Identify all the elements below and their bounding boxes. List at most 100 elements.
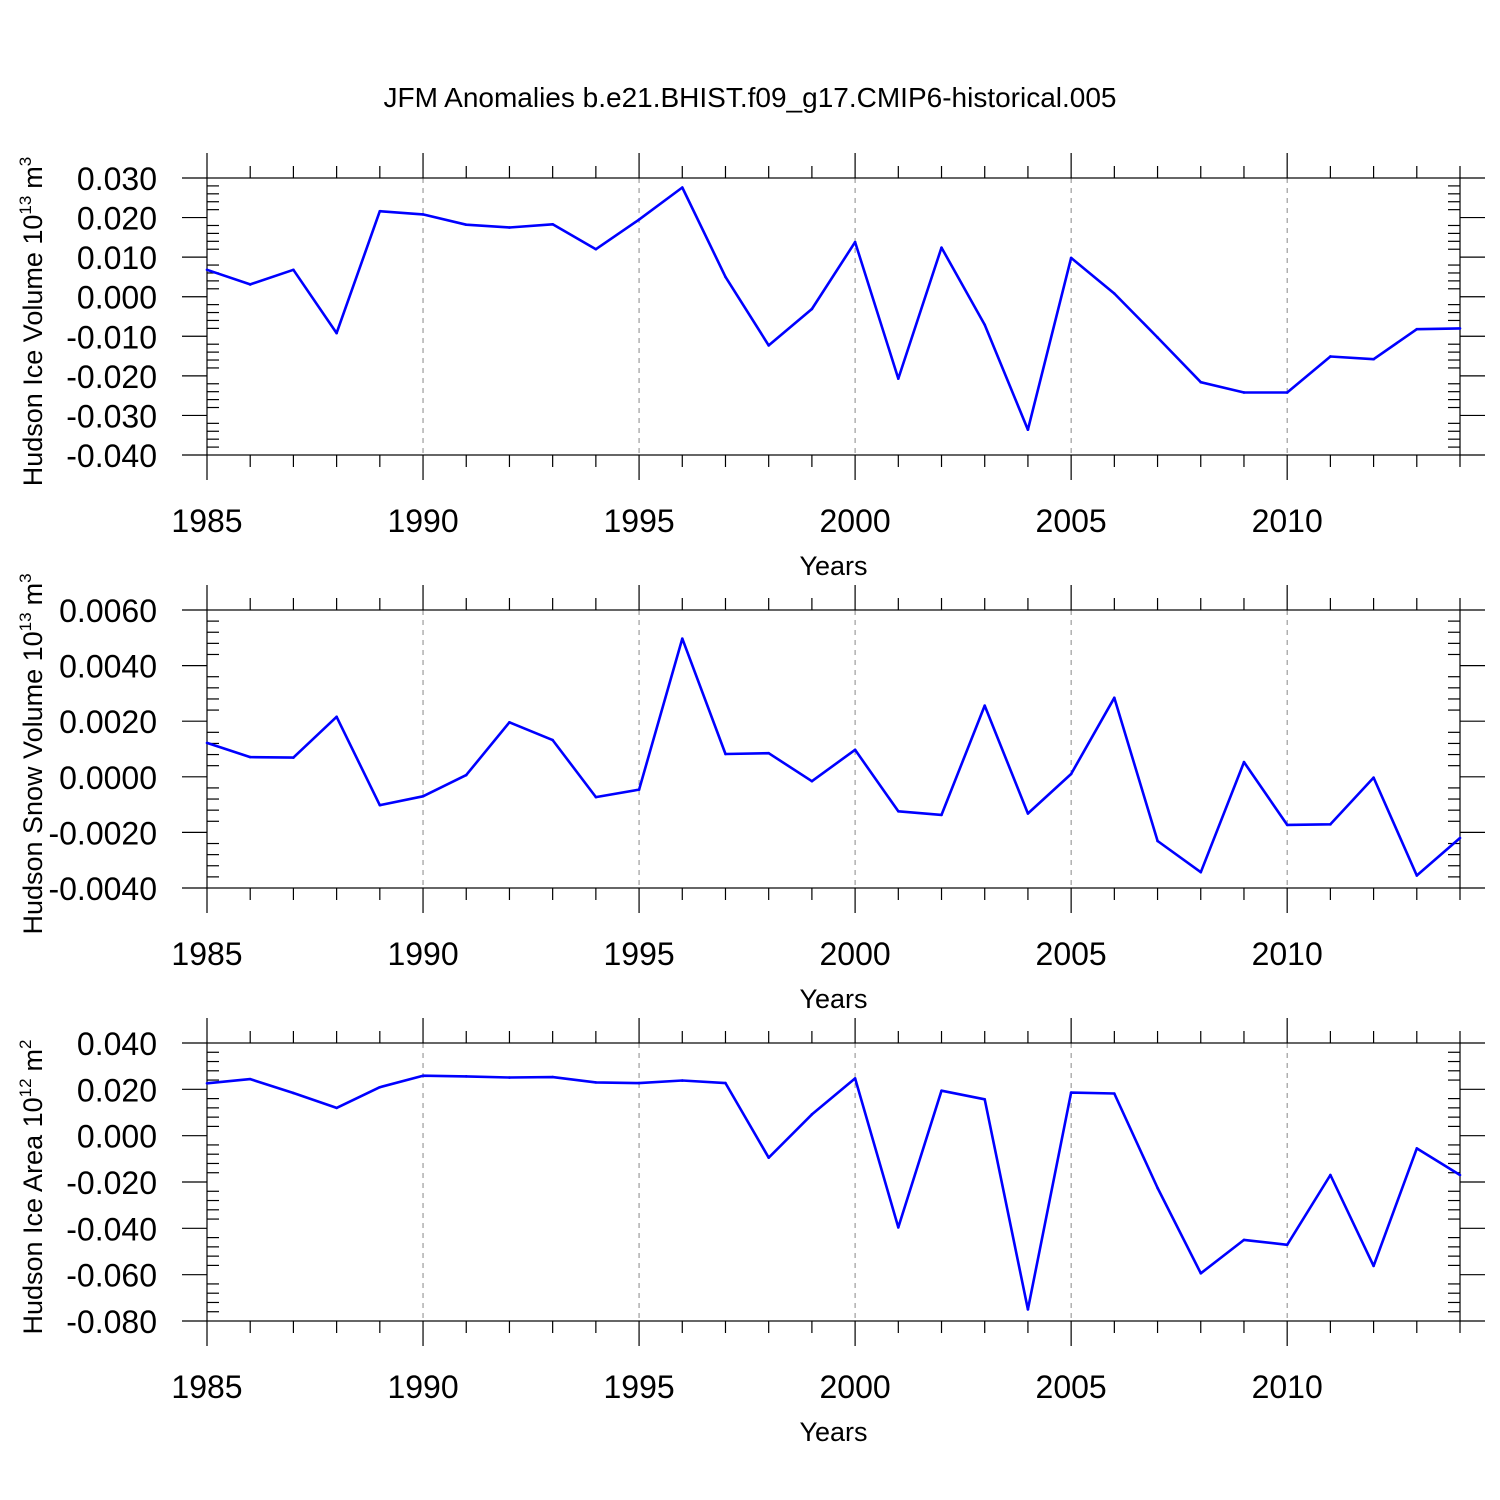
y-tick-label: -0.0020 (48, 815, 157, 851)
data-point (1026, 1308, 1030, 1311)
data-point (1458, 1173, 1462, 1177)
data-point (248, 283, 252, 286)
data-point (292, 1091, 295, 1095)
data-point (594, 795, 598, 799)
data-point (378, 209, 382, 213)
chart-title: JFM Anomalies b.e21.BHIST.f09_g17.CMIP6-… (383, 82, 1116, 113)
x-tick-label: 1995 (603, 1369, 674, 1405)
data-point (680, 186, 684, 189)
y-tick-label: 0.010 (77, 240, 157, 276)
y-tick-label: -0.060 (66, 1258, 157, 1294)
chart-panels: 1985 1990 1995 2000 2005 20100.0300.0200.0100… (16, 153, 1485, 1447)
data-point (1372, 1264, 1375, 1268)
y-tick-label: 0.0040 (59, 649, 157, 685)
y-axis-title-exponent: 13 (16, 196, 35, 215)
data-point (551, 738, 554, 742)
y-axis-title-exponent: 12 (16, 1078, 35, 1097)
data-point (810, 779, 814, 783)
x-axis-title: Years (799, 984, 867, 1014)
y-axis-title-unit-exponent: 3 (16, 157, 35, 166)
data-point (637, 218, 641, 221)
y-axis-title: Hudson Ice Volume 1013 m3 (16, 157, 48, 487)
data-point (1199, 870, 1203, 874)
x-tick-label: 1985 (171, 1369, 242, 1405)
panel-2: 1985 1990 1995 2000 2005 2010 0.0060 0.0040 0.00… (16, 573, 1485, 1014)
y-tick-label: -0.0040 (48, 871, 157, 907)
y-tick-label: -0.030 (66, 398, 157, 434)
series-line (206, 637, 1461, 877)
y-axis-title-unit-exponent: 3 (16, 573, 35, 582)
data-point (205, 741, 209, 745)
data-point (1242, 760, 1246, 764)
data-point (508, 721, 511, 724)
y-axis-title-unit: m (18, 1049, 48, 1072)
data-point (551, 222, 554, 226)
data-point (205, 268, 209, 272)
data-point (1415, 1147, 1419, 1150)
y-axis-title-text: Hudson Ice Area 10 (18, 1097, 48, 1334)
data-point (1026, 428, 1030, 431)
plot-frame (206, 609, 1461, 889)
data-point (853, 1077, 857, 1080)
data-point (508, 1076, 511, 1079)
data-point (810, 307, 814, 311)
data-point (464, 1075, 468, 1078)
x-tick-label: 1990 (387, 1369, 458, 1405)
data-point (940, 1089, 943, 1093)
data-point (464, 773, 468, 777)
x-tick-label: 2005 (1036, 503, 1107, 539)
data-point (248, 755, 252, 759)
data-point (1069, 772, 1073, 776)
data-point (1156, 839, 1159, 843)
data-point (724, 275, 727, 279)
data-point (1329, 1173, 1332, 1177)
data-point (1199, 1271, 1203, 1275)
y-tick-label: 0.000 (77, 280, 157, 316)
data-point (248, 1077, 252, 1081)
data-point (1113, 696, 1116, 700)
data-point (1415, 874, 1419, 877)
data-point (335, 715, 338, 719)
y-axis-title-unit: m (18, 166, 48, 189)
data-point (464, 223, 468, 226)
data-point (378, 1085, 382, 1089)
x-tick-label: 2005 (1036, 1369, 1107, 1405)
data-point (1069, 256, 1073, 260)
data-point (421, 213, 425, 216)
data-point (940, 246, 943, 249)
data-point (205, 1082, 209, 1085)
y-tick-label: -0.040 (66, 438, 157, 474)
data-point (767, 344, 770, 347)
x-tick-label: 2005 (1036, 936, 1107, 972)
x-tick-label: 1985 (171, 503, 242, 539)
y-tick-label: 0.0000 (59, 760, 157, 796)
y-axis-title: Hudson Ice Area 1012 m2 (16, 1039, 48, 1334)
y-tick-label: -0.020 (66, 1165, 157, 1201)
x-tick-label: 1995 (603, 936, 674, 972)
plot-frame (206, 1042, 1461, 1322)
y-tick-label: 0.000 (77, 1119, 157, 1155)
x-tick-label: 1985 (171, 936, 242, 972)
data-point (767, 1156, 770, 1159)
series-line (206, 1074, 1461, 1311)
data-point (1458, 327, 1462, 330)
data-point (724, 752, 727, 756)
data-point (853, 748, 857, 752)
data-point (1113, 1092, 1116, 1095)
y-tick-label: -0.080 (66, 1304, 157, 1340)
data-point (1242, 391, 1246, 394)
data-point (421, 794, 425, 798)
data-point (1415, 327, 1419, 331)
data-point (1372, 357, 1375, 361)
x-axis-title: Years (799, 551, 867, 581)
y-axis-title-unit-exponent: 2 (16, 1039, 35, 1048)
data-point (637, 788, 641, 791)
data-point (897, 377, 900, 380)
data-point (680, 637, 684, 640)
data-point (1156, 1186, 1159, 1190)
data-point (1242, 1238, 1246, 1242)
x-axis-title: Years (799, 1417, 867, 1447)
x-tick-label: 2010 (1252, 1369, 1323, 1405)
data-point (292, 268, 295, 272)
